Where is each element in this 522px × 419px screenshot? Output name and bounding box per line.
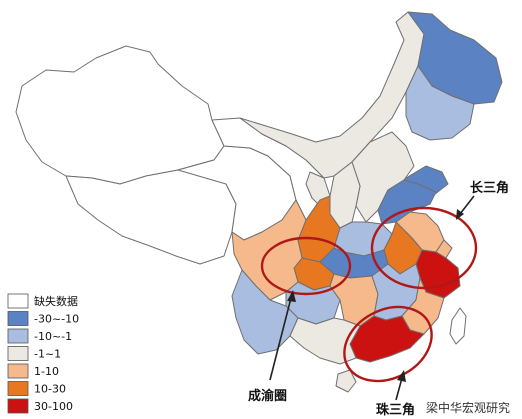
- chengyuquan-ring: [260, 236, 352, 296]
- legend-label-pos_low: 1-10: [34, 365, 59, 378]
- region-hainan: [335, 369, 357, 393]
- legend-label-neg_low: -10~-1: [34, 330, 72, 343]
- legend-swatch-pos_low: [7, 363, 29, 379]
- watermark-text: 梁中华宏观研究: [426, 400, 510, 415]
- region-jilin: [405, 65, 475, 141]
- chengyuquan-label: 成渝圈: [248, 388, 287, 404]
- legend-label-neutral: -1~1: [34, 348, 61, 361]
- zhusanjiao-arrow: [395, 370, 406, 401]
- legend-swatch-pos_mid: [7, 381, 29, 396]
- legend-swatch-neg_high: [7, 311, 29, 326]
- legend-label-pos_mid: 10-30: [34, 383, 66, 396]
- legend-label-neg_high: -30~-10: [34, 313, 79, 326]
- province-layer: [15, 11, 503, 393]
- map-legend: 缺失数据 -30~-10 -10~-1 -1~1 1-10 10-30 30-100: [7, 293, 79, 414]
- chengyuquan-arrow: [269, 290, 296, 381]
- legend-swatch-missing: [7, 293, 29, 309]
- region-taiwan: [449, 307, 467, 345]
- changsanjiao-arrow: [456, 195, 475, 220]
- changsanjiao-ring: [370, 206, 478, 290]
- legend-swatch-pos_high: [7, 398, 29, 414]
- region-guangxi: [289, 317, 361, 365]
- legend-label-pos_high: 30-100: [34, 400, 73, 413]
- zhusanjiao-label: 珠三角: [376, 402, 415, 418]
- legend-label-missing: 缺失数据: [34, 294, 78, 308]
- region-shandong: [377, 179, 437, 225]
- region-xinjiang: [15, 45, 225, 185]
- legend-swatch-neg_low: [7, 328, 29, 344]
- legend-swatch-neutral: [7, 346, 29, 361]
- changsanjiao-label: 长三角: [470, 180, 509, 196]
